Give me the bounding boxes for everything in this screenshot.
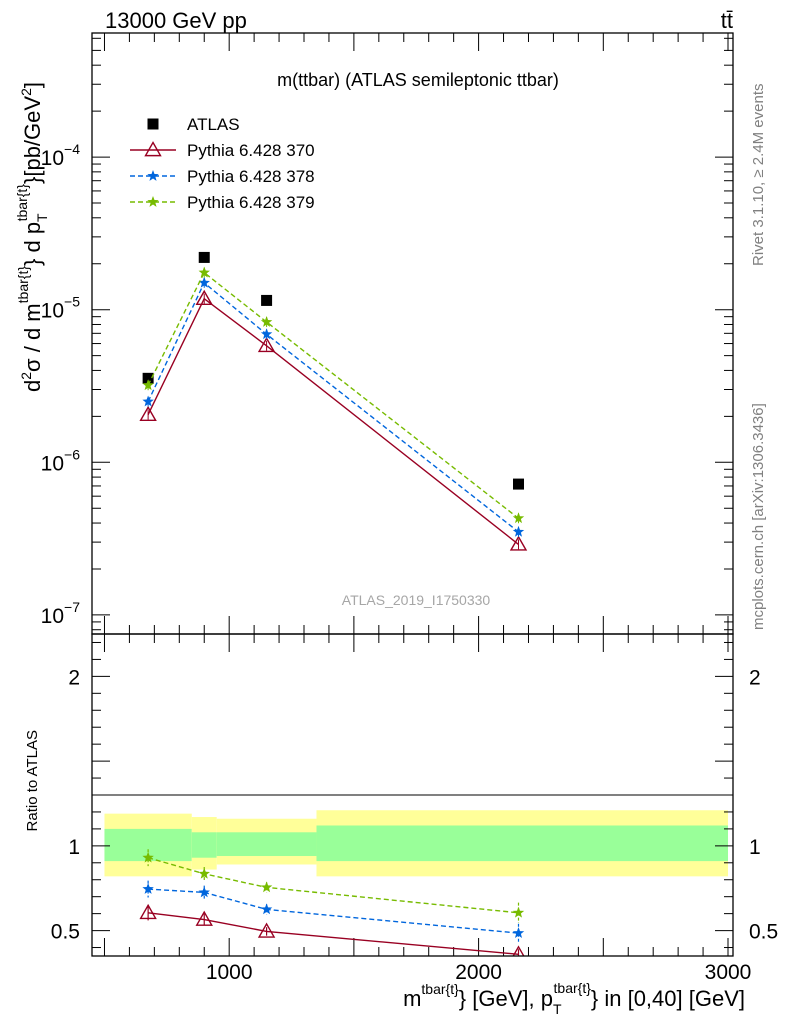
legend-marker-p379 — [147, 196, 159, 207]
data-point-p378 — [142, 395, 154, 407]
data-point-p378 — [512, 525, 525, 537]
ratio-point-p379 — [260, 881, 273, 893]
data-point-p370 — [509, 535, 528, 551]
data-point-p370 — [195, 289, 213, 306]
legend-label-p370: Pythia 6.428 370 — [187, 141, 315, 160]
legend: ATLAS Pythia 6.428 370 Pythia 6.428 378 Pyt… — [130, 115, 315, 212]
ratio-line-p378 — [148, 888, 519, 934]
data-point-p370 — [257, 336, 276, 353]
ratio-point-p379 — [512, 906, 525, 918]
data-point-atlas — [513, 478, 525, 490]
data-point-p378 — [260, 328, 273, 340]
main-y-tick-label: 10−6 — [41, 446, 81, 475]
data-point-p370 — [139, 405, 157, 422]
main-y-axis-label: d2σ / d mtbar{t}} d pTtbar{t}}[pb/GeV2] — [14, 82, 50, 392]
data-point-atlas — [261, 294, 273, 306]
main-y-tick-label: 10−4 — [41, 141, 81, 170]
ratio-point-p379 — [198, 867, 210, 879]
series-line-p370 — [147, 297, 519, 545]
legend-label-p379: Pythia 6.428 379 — [187, 193, 315, 212]
legend-marker-p378 — [147, 170, 159, 181]
ratio-series-p370 — [139, 903, 525, 956]
mcplots-url-label: mcplots.cern.ch [arXiv:1306.3436] — [750, 403, 767, 630]
ratio-frame — [91, 633, 734, 957]
ratio-y-axis-label: Ratio to ATLAS — [24, 730, 41, 831]
svg-text:mtbar{t}} [GeV], pTtbar{t}} in: mtbar{t}} [GeV], pTtbar{t}} in [0,40] [G… — [403, 980, 745, 1017]
main-y-tick-label: 10−7 — [41, 599, 81, 628]
data-point-atlas — [142, 372, 154, 384]
ratio-point-p370 — [512, 945, 525, 956]
data-point-atlas — [198, 251, 210, 263]
rivet-version-label: Rivet 3.1.10, ≥ 2.4M events — [750, 84, 767, 267]
process-label: tt̄ — [721, 8, 733, 33]
data-point-p379 — [260, 316, 273, 327]
data-point-p378 — [198, 276, 210, 288]
ratio-y-tick-label-right: 2 — [749, 666, 761, 689]
legend-label-atlas: ATLAS — [187, 115, 240, 134]
ratio-point-p378 — [198, 886, 210, 898]
main-y-tick-label: 10−5 — [41, 294, 81, 323]
collision-energy-label: 13000 GeV pp — [105, 8, 247, 33]
ratio-y-tick-label: 2 — [68, 666, 80, 689]
svg-text:d2σ / d mtbar{t}} d pTtbar{t}}: d2σ / d mtbar{t}} d pTtbar{t}}[pb/GeV2] — [14, 82, 50, 392]
series-line-p379 — [147, 271, 519, 519]
ratio-series-group — [139, 849, 525, 956]
series-p370 — [139, 289, 528, 551]
ratio-panel: 0.5 0.5 1 1 2 2 1000 2000 3000 Ratio to ATLAS mt… — [24, 633, 778, 1017]
ratio-point-p379 — [142, 851, 154, 863]
ratio-point-p378 — [142, 883, 154, 894]
ratio-series-p378 — [142, 880, 525, 943]
ratio-line-p370 — [148, 912, 519, 955]
main-panel: 10−7 10−6 10−5 10−4 m(ttbar) (ATLAS semilep… — [14, 32, 734, 635]
ratio-point-p370 — [195, 910, 213, 926]
ratio-band-inner — [316, 825, 729, 862]
series-p379 — [142, 266, 525, 524]
ratio-band-inner — [191, 832, 217, 858]
series-atlas — [142, 251, 525, 490]
x-tick-label: 2000 — [455, 961, 502, 984]
data-point-p379 — [512, 512, 525, 524]
ratio-y-tick-label: 1 — [68, 836, 80, 859]
plot-title: m(ttbar) (ATLAS semileptonic ttbar) — [277, 70, 559, 90]
x-tick-label: 3000 — [705, 961, 752, 984]
legend-marker-p370 — [144, 141, 162, 157]
series-p378 — [142, 276, 525, 537]
data-point-p379 — [198, 266, 210, 278]
ratio-line-p379 — [147, 857, 519, 914]
ratio-point-p370 — [139, 903, 157, 920]
legend-label-p378: Pythia 6.428 378 — [187, 167, 315, 186]
series-line-p378 — [147, 281, 519, 533]
ratio-band-inner — [216, 832, 317, 857]
ratio-point-p378 — [260, 903, 273, 915]
ratio-y-tick-label: 0.5 — [51, 921, 80, 944]
legend-marker-atlas — [147, 118, 159, 130]
x-axis-label: mtbar{t}} [GeV], pTtbar{t}} in [0,40] [G… — [403, 980, 745, 1017]
analysis-watermark: ATLAS_2019_I1750330 — [342, 592, 491, 608]
ratio-y-tick-label-right: 1 — [749, 836, 761, 859]
ratio-point-p370 — [257, 922, 276, 938]
x-tick-label: 1000 — [206, 961, 253, 984]
ratio-series-p379 — [142, 849, 525, 923]
ratio-point-p378 — [512, 927, 525, 938]
ratio-y-tick-label-right: 0.5 — [749, 921, 778, 944]
data-point-p379 — [142, 379, 154, 391]
